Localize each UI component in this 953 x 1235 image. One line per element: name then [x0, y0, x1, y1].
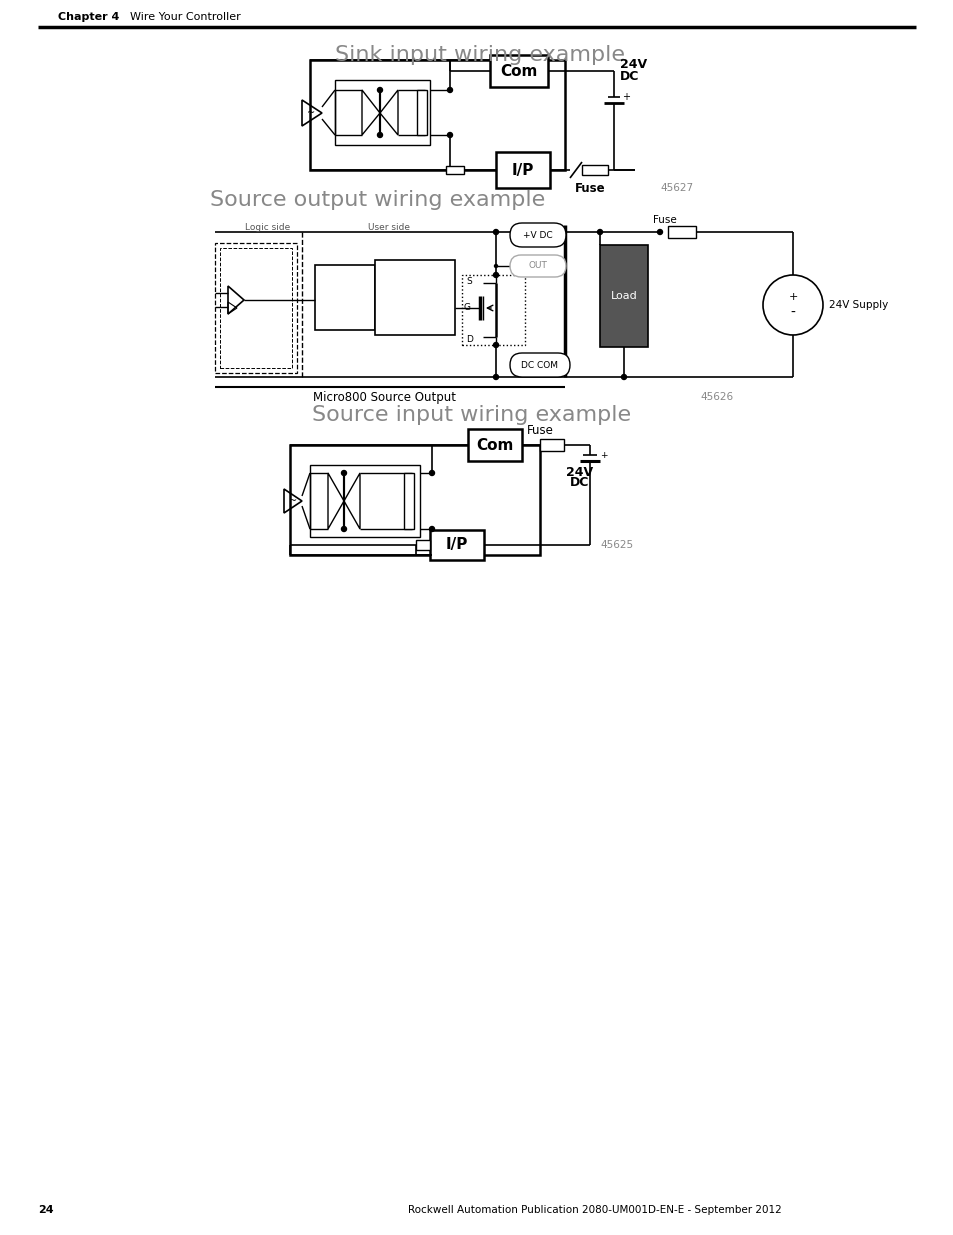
- Text: Fuse: Fuse: [652, 215, 676, 225]
- Text: 24: 24: [38, 1205, 53, 1215]
- Text: OUT: OUT: [528, 262, 547, 270]
- Text: I/P: I/P: [511, 163, 534, 178]
- Text: Source input wiring example: Source input wiring example: [312, 405, 631, 425]
- Bar: [290, 445, 539, 555]
- Bar: [461, 275, 524, 345]
- Text: +: +: [599, 451, 607, 459]
- Bar: [468, 429, 521, 461]
- Circle shape: [494, 264, 497, 268]
- Text: 24V Supply: 24V Supply: [828, 300, 887, 310]
- Text: Chapter 4: Chapter 4: [58, 12, 119, 22]
- Bar: [375, 261, 455, 335]
- Circle shape: [341, 526, 346, 531]
- Text: ~: ~: [289, 496, 296, 506]
- Text: Micro800 Source Output: Micro800 Source Output: [314, 390, 456, 404]
- Text: Fuse: Fuse: [575, 182, 605, 194]
- Text: -: -: [790, 306, 795, 320]
- FancyBboxPatch shape: [510, 224, 565, 247]
- Bar: [667, 226, 696, 238]
- Bar: [599, 245, 647, 347]
- Text: Source output wiring example: Source output wiring example: [210, 190, 545, 210]
- Circle shape: [620, 374, 626, 379]
- Circle shape: [657, 230, 661, 235]
- Text: ~: ~: [307, 107, 314, 119]
- Text: 45627: 45627: [659, 183, 693, 193]
- Circle shape: [429, 471, 434, 475]
- Bar: [496, 152, 550, 188]
- Circle shape: [447, 132, 452, 137]
- Bar: [490, 56, 547, 86]
- Text: Sink input wiring example: Sink input wiring example: [335, 44, 624, 65]
- FancyBboxPatch shape: [510, 254, 565, 277]
- Bar: [310, 466, 419, 537]
- Text: Load: Load: [610, 291, 637, 301]
- Circle shape: [493, 374, 498, 379]
- Circle shape: [493, 342, 498, 347]
- Circle shape: [341, 471, 346, 475]
- Text: Com: Com: [476, 437, 513, 452]
- Text: +V DC: +V DC: [522, 231, 552, 240]
- Text: G: G: [463, 304, 471, 312]
- Text: Wire Your Controller: Wire Your Controller: [130, 12, 240, 22]
- Bar: [214, 243, 296, 373]
- Text: S: S: [465, 277, 471, 285]
- Text: DC: DC: [619, 70, 639, 84]
- Bar: [539, 438, 563, 451]
- Text: Com: Com: [499, 63, 537, 79]
- Bar: [220, 248, 292, 368]
- Bar: [403, 473, 414, 529]
- Circle shape: [597, 230, 602, 235]
- Circle shape: [429, 526, 434, 531]
- Bar: [416, 540, 430, 550]
- Text: Fuse: Fuse: [526, 425, 554, 437]
- Circle shape: [493, 230, 498, 235]
- Circle shape: [377, 132, 382, 137]
- Circle shape: [447, 88, 452, 93]
- Text: 24V: 24V: [619, 58, 646, 72]
- Text: 45626: 45626: [700, 391, 732, 403]
- Text: Logic side: Logic side: [245, 222, 290, 231]
- Bar: [581, 165, 607, 175]
- Text: 45625: 45625: [599, 540, 633, 550]
- Text: User side: User side: [368, 222, 410, 231]
- Text: D: D: [465, 335, 473, 343]
- Bar: [430, 530, 483, 559]
- Text: 24V: 24V: [566, 467, 593, 479]
- Text: DC COM: DC COM: [521, 361, 558, 369]
- Text: I/P: I/P: [445, 537, 468, 552]
- Text: +: +: [621, 91, 629, 103]
- Text: +: +: [787, 291, 797, 303]
- FancyBboxPatch shape: [510, 353, 569, 377]
- Bar: [310, 61, 564, 170]
- Text: DC: DC: [570, 477, 589, 489]
- Circle shape: [377, 88, 382, 93]
- Circle shape: [493, 273, 498, 278]
- Bar: [314, 266, 375, 330]
- Text: Rockwell Automation Publication 2080-UM001D-EN-E - September 2012: Rockwell Automation Publication 2080-UM0…: [408, 1205, 781, 1215]
- Bar: [335, 80, 430, 144]
- Bar: [416, 90, 427, 135]
- Bar: [446, 165, 463, 174]
